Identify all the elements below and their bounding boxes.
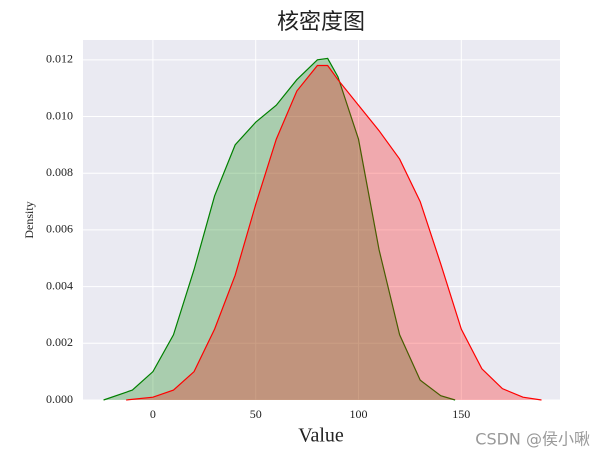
y-tick-label: 0.004	[46, 278, 73, 292]
y-tick-label: 0.010	[46, 108, 73, 122]
y-tick-label: 0.012	[46, 52, 73, 66]
x-tick-label: 0	[150, 407, 156, 421]
x-axis-label: Value	[298, 425, 344, 447]
density-line	[103, 57, 456, 401]
watermark: CSDN @侯小啾	[475, 430, 590, 449]
density-area	[126, 65, 542, 400]
y-tick-label: 0.006	[46, 222, 73, 236]
density-line	[126, 64, 542, 401]
x-tick-label: 150	[452, 407, 470, 421]
y-tick-label: 0.000	[46, 392, 73, 406]
density-area	[103, 58, 456, 401]
plot-area	[83, 40, 560, 400]
chart-title: 核密度图	[277, 9, 365, 34]
x-tick-label: 50	[250, 407, 262, 421]
y-tick-label: 0.008	[46, 165, 73, 179]
marks	[103, 57, 542, 401]
y-axis-label: Density	[22, 201, 36, 238]
x-tick-label: 100	[350, 407, 368, 421]
y-tick-label: 0.002	[46, 335, 73, 349]
grid	[83, 40, 560, 401]
